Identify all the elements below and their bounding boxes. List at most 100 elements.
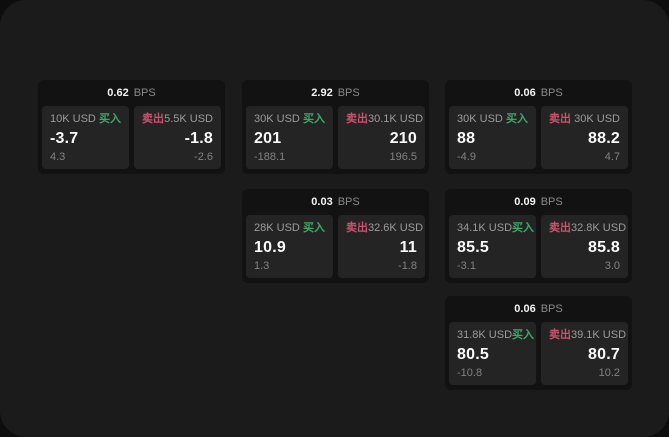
buy-panel-top: 30K USD 买入 [457, 113, 528, 125]
sell-panel[interactable]: 卖出 30K USD 88.2 4.7 [541, 106, 628, 169]
buy-panel[interactable]: 34.1K USD 买入 85.5 -3.1 [449, 215, 536, 278]
card-header: 0.03 BPS [242, 189, 429, 215]
bps-value: 0.06 [514, 87, 536, 99]
sell-price: 85.8 [588, 238, 620, 256]
buy-panel-top: 28K USD 买入 [254, 222, 325, 234]
bps-value: 0.62 [107, 87, 129, 99]
sell-amount: 39.1K USD [571, 329, 627, 341]
card-body: 30K USD 买入 88 -4.9 卖出 30K USD 88.2 4.7 [445, 106, 632, 169]
buy-panel[interactable]: 30K USD 买入 201 -188.1 [246, 106, 333, 169]
sell-sub-value: -2.6 [194, 151, 213, 163]
card-header: 0.06 BPS [445, 296, 632, 322]
buy-panel[interactable]: 10K USD 买入 -3.7 4.3 [42, 106, 129, 169]
buy-price: 85.5 [457, 238, 489, 256]
sell-sub-value: -1.8 [398, 260, 417, 272]
sell-panel[interactable]: 卖出 30.1K USD 210 196.5 [338, 106, 425, 169]
sell-side-label: 卖出 [346, 222, 368, 234]
buy-price: 201 [254, 129, 282, 147]
sell-panel[interactable]: 卖出 39.1K USD 80.7 10.2 [541, 322, 628, 385]
buy-side-label: 买入 [512, 329, 535, 341]
card-body: 34.1K USD 买入 85.5 -3.1 卖出 32.8K USD 85.8… [445, 215, 632, 278]
quote-card-6: 0.06 BPS 31.8K USD 买入 80.5 -10.8 卖出 39.1… [445, 296, 632, 390]
sell-side-label: 卖出 [549, 222, 571, 234]
buy-price: 10.9 [254, 238, 286, 256]
sell-amount: 30K USD [574, 113, 620, 125]
card-header: 0.62 BPS [38, 80, 225, 106]
sell-amount: 5.5K USD [164, 113, 213, 125]
sell-panel-top: 卖出 30K USD [549, 113, 620, 125]
buy-side-label: 买入 [303, 113, 325, 125]
sell-amount: 30.1K USD [368, 113, 424, 125]
buy-panel[interactable]: 31.8K USD 买入 80.5 -10.8 [449, 322, 536, 385]
buy-panel[interactable]: 28K USD 买入 10.9 1.3 [246, 215, 333, 278]
quote-card-2: 2.92 BPS 30K USD 买入 201 -188.1 卖出 30.1K … [242, 80, 429, 174]
buy-price: 88 [457, 129, 476, 147]
buy-panel-top: 10K USD 买入 [50, 113, 121, 125]
sell-amount: 32.6K USD [368, 222, 424, 234]
sell-panel-top: 卖出 5.5K USD [142, 113, 213, 125]
bps-unit-label: BPS [337, 87, 360, 99]
bps-value: 0.06 [514, 303, 536, 315]
sell-sub-value: 196.5 [389, 151, 417, 163]
sell-panel-top: 卖出 39.1K USD [549, 329, 626, 341]
bps-value: 0.09 [514, 196, 536, 208]
card-body: 31.8K USD 买入 80.5 -10.8 卖出 39.1K USD 80.… [445, 322, 632, 385]
quote-card-3: 0.06 BPS 30K USD 买入 88 -4.9 卖出 30K USD 8… [445, 80, 632, 174]
buy-panel-top: 34.1K USD 买入 [457, 222, 534, 234]
quote-card-4: 0.03 BPS 28K USD 买入 10.9 1.3 卖出 32.6K US… [242, 189, 429, 283]
buy-amount: 30K USD [457, 113, 503, 125]
quote-card-5: 0.09 BPS 34.1K USD 买入 85.5 -3.1 卖出 32.8K… [445, 189, 632, 283]
sell-panel[interactable]: 卖出 32.8K USD 85.8 3.0 [541, 215, 628, 278]
buy-amount: 31.8K USD [457, 329, 513, 341]
quote-card-1: 0.62 BPS 10K USD 买入 -3.7 4.3 卖出 5.5K USD… [38, 80, 225, 174]
buy-panel[interactable]: 30K USD 买入 88 -4.9 [449, 106, 536, 169]
buy-side-label: 买入 [303, 222, 325, 234]
card-header: 2.92 BPS [242, 80, 429, 106]
card-body: 30K USD 买入 201 -188.1 卖出 30.1K USD 210 1… [242, 106, 429, 169]
buy-side-label: 买入 [512, 222, 535, 234]
buy-sub-value: 4.3 [50, 151, 66, 163]
sell-panel[interactable]: 卖出 5.5K USD -1.8 -2.6 [134, 106, 221, 169]
sell-side-label: 卖出 [142, 113, 164, 125]
bps-unit-label: BPS [540, 87, 563, 99]
buy-amount: 30K USD [254, 113, 300, 125]
sell-panel-top: 卖出 32.6K USD [346, 222, 423, 234]
sell-sub-value: 4.7 [604, 151, 620, 163]
sell-sub-value: 10.2 [598, 367, 620, 379]
buy-sub-value: -188.1 [254, 151, 286, 163]
buy-panel-top: 31.8K USD 买入 [457, 329, 534, 341]
card-body: 10K USD 买入 -3.7 4.3 卖出 5.5K USD -1.8 -2.… [38, 106, 225, 169]
buy-amount: 34.1K USD [457, 222, 513, 234]
buy-sub-value: -3.1 [457, 260, 476, 272]
buy-sub-value: -10.8 [457, 367, 483, 379]
sell-price: 80.7 [588, 345, 620, 363]
bps-unit-label: BPS [540, 196, 563, 208]
sell-sub-value: 3.0 [604, 260, 620, 272]
buy-price: -3.7 [50, 129, 79, 147]
sell-price: -1.8 [184, 129, 213, 147]
bps-value: 2.92 [311, 87, 333, 99]
sell-price: 88.2 [588, 129, 620, 147]
sell-panel-top: 卖出 32.8K USD [549, 222, 626, 234]
buy-side-label: 买入 [506, 113, 528, 125]
card-header: 0.06 BPS [445, 80, 632, 106]
buy-price: 80.5 [457, 345, 489, 363]
sell-side-label: 卖出 [549, 329, 571, 341]
card-body: 28K USD 买入 10.9 1.3 卖出 32.6K USD 11 -1.8 [242, 215, 429, 278]
buy-sub-value: 1.3 [254, 260, 270, 272]
buy-sub-value: -4.9 [457, 151, 476, 163]
sell-side-label: 卖出 [346, 113, 368, 125]
sell-side-label: 卖出 [549, 113, 571, 125]
sell-amount: 32.8K USD [571, 222, 627, 234]
sell-panel[interactable]: 卖出 32.6K USD 11 -1.8 [338, 215, 425, 278]
buy-amount: 10K USD [50, 113, 96, 125]
bps-unit-label: BPS [133, 87, 156, 99]
bps-unit-label: BPS [540, 303, 563, 315]
card-header: 0.09 BPS [445, 189, 632, 215]
buy-panel-top: 30K USD 买入 [254, 113, 325, 125]
sell-panel-top: 卖出 30.1K USD [346, 113, 423, 125]
buy-side-label: 买入 [99, 113, 121, 125]
buy-amount: 28K USD [254, 222, 300, 234]
sell-price: 210 [389, 129, 417, 147]
